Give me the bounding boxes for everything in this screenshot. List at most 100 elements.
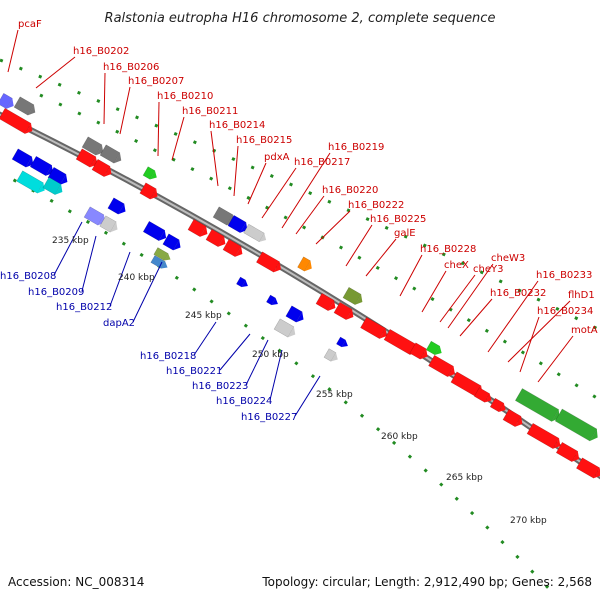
gene-label-forward: h16_B0215: [236, 135, 292, 146]
gene-label-forward: h16_B0219: [328, 142, 384, 153]
gene-feature: [16, 170, 45, 194]
gene-feature: [285, 305, 304, 323]
leader-line: [281, 152, 331, 229]
leader-line: [35, 56, 76, 89]
leader-line: [345, 224, 373, 267]
gene-feature: [13, 96, 36, 116]
gene-feature: [323, 348, 338, 362]
gene-label-reverse: h16_B0212: [56, 302, 112, 313]
scale-label: 260 kbp: [381, 432, 418, 442]
scale-label: 270 kbp: [510, 516, 547, 526]
gene-label-forward: cheX: [444, 260, 469, 271]
scale-label: 245 kbp: [185, 311, 222, 321]
gene-feature: [162, 233, 181, 251]
gene-label-forward: h16_B0234: [537, 306, 593, 317]
gene-feature: [243, 223, 267, 243]
leader-line: [219, 333, 251, 371]
leader-line: [7, 29, 19, 73]
leader-line: [132, 261, 163, 323]
gene-feature: [333, 301, 354, 321]
gene-label-forward: h16_B0217: [294, 157, 350, 168]
gene-label-reverse: h16_B0208: [0, 271, 56, 282]
leader-line: [315, 210, 351, 245]
gene-feature: [255, 251, 281, 273]
gene-feature: [107, 197, 126, 215]
gene-feature: [81, 136, 104, 156]
gene-label-forward: h16_B0228: [420, 244, 476, 255]
gene-label-forward: h16_B0222: [348, 200, 404, 211]
leader-line: [295, 195, 325, 235]
gene-label-reverse: h16_B0209: [28, 287, 84, 298]
gene-label-reverse: dapA2: [103, 318, 135, 329]
gene-label-reverse: h16_B0227: [241, 412, 297, 423]
topology-text: Topology: circular; Length: 2,912,490 bp…: [261, 575, 592, 589]
scale-ticks: 235 kbp 240 kbp 245 kbp 250 kbp 255 kbp 260 k…: [52, 236, 547, 526]
gene-feature: [273, 318, 296, 338]
gene-label-forward: h16_B0220: [322, 185, 378, 196]
gene-label-forward: h16_B0233: [536, 270, 592, 281]
leader-line: [171, 116, 185, 161]
leader-line: [245, 339, 269, 386]
gene-label-forward: h16_B0206: [103, 62, 159, 73]
gene-feature: [99, 144, 122, 164]
gene-feature: [83, 206, 106, 226]
gene-feature: [425, 340, 442, 356]
leader-line: [487, 280, 539, 353]
gene-label-forward: h16_B0202: [73, 46, 129, 57]
gene-label-forward: cheW3: [491, 253, 525, 264]
leader-line: [247, 162, 267, 205]
gene-feature: [428, 354, 455, 378]
gene-feature: [554, 408, 598, 442]
leader-line: [447, 263, 494, 329]
guide-track: [39, 93, 600, 402]
gene-label-forward: pcaF: [18, 19, 42, 30]
label-leaders: [7, 29, 574, 417]
leader-line: [399, 254, 423, 297]
gene-label-forward: h16_B0211: [182, 106, 238, 117]
gene-label-reverse: h16_B0221: [166, 366, 222, 377]
gene-feature: [360, 316, 387, 340]
gene-feature: [409, 342, 428, 360]
gene-feature: [0, 92, 14, 110]
leader-line: [157, 101, 160, 157]
gene-feature: [342, 286, 363, 306]
leader-line: [103, 72, 106, 125]
gene-feature: [297, 256, 312, 272]
gene-feature: [575, 457, 600, 479]
gene-feature: [336, 336, 348, 348]
chromosome-backbone-highlight: [0, 113, 600, 477]
gene-label-forward: flhD1: [568, 290, 595, 301]
leader-line: [421, 270, 447, 313]
leader-line: [233, 145, 239, 197]
gene-feature: [315, 292, 336, 312]
gene-feature: [142, 220, 167, 242]
leader-line: [269, 349, 283, 401]
gene-label-reverse: h16_B0218: [140, 351, 196, 362]
gene-feature: [502, 408, 523, 428]
gene-feature: [139, 182, 158, 200]
leader-line: [109, 251, 131, 307]
accession-text: Accession: NC_008314: [8, 575, 144, 589]
gene-feature: [526, 422, 561, 450]
leader-line: [81, 235, 97, 292]
leader-line: [210, 130, 219, 187]
leader-line: [365, 238, 397, 277]
leader-line: [53, 221, 83, 276]
leader-line: [459, 298, 493, 337]
leader-line: [507, 300, 571, 363]
leader-line: [537, 335, 574, 383]
gene-feature: [187, 218, 208, 238]
gene-label-forward: pdxA: [264, 152, 290, 163]
gene-label-reverse: h16_B0223: [192, 381, 248, 392]
leader-line: [439, 274, 476, 323]
leader-line: [294, 375, 321, 417]
scale-label: 255 kbp: [316, 390, 353, 400]
gene-label-forward: h16_B0214: [209, 120, 265, 131]
gene-features: [0, 92, 600, 479]
gene-labels: pcaF h16_B0202 h16_B0206 h16_B0207 h16_B0210…: [0, 19, 598, 423]
gene-feature: [222, 238, 243, 258]
leader-line: [193, 321, 217, 356]
gene-label-forward: galE: [394, 228, 416, 239]
gene-label-forward: h16_B0210: [157, 91, 213, 102]
